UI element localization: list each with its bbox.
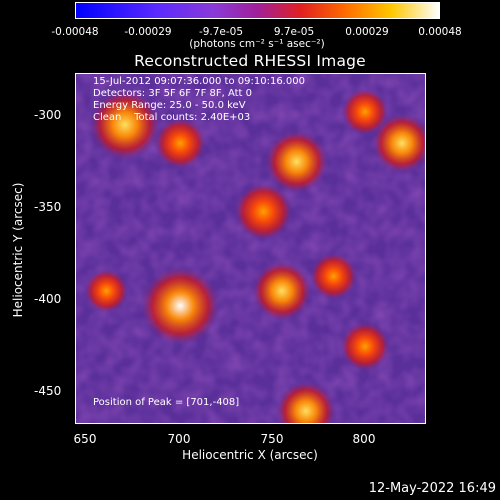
heatmap-source (309, 252, 358, 300)
y-tick-label: -450 (34, 384, 62, 398)
plot-frame (75, 73, 426, 424)
y-axis-label: Heliocentric Y (arcsec) (11, 182, 25, 318)
heatmap-source (251, 260, 313, 322)
colorbar-tick: 0.00048 (418, 26, 462, 38)
timestamp: 12-May-2022 16:49 (368, 481, 496, 496)
y-tick-label: -400 (34, 292, 62, 306)
plot-title: Reconstructed RHESSI Image (134, 52, 366, 70)
colorbar-tick: 0.00029 (345, 26, 389, 38)
heatmap-source (154, 117, 207, 170)
colorbar-tick: -0.00029 (124, 26, 172, 38)
heatmap-source (340, 321, 390, 372)
x-tick-label: 700 (167, 432, 191, 446)
annotation-time-range: 15-Jul-2012 09:07:36.000 to 09:10:16.000 (93, 76, 305, 87)
y-tick-label: -350 (34, 200, 62, 214)
heatmap-source (264, 129, 329, 194)
heatmap-source (234, 182, 293, 241)
x-axis-label: Heliocentric X (arcsec) (182, 448, 318, 462)
heatmap-source (84, 268, 129, 314)
heatmap-source (89, 89, 161, 161)
peak-position-label: Position of Peak = [701,-408] (93, 397, 240, 408)
colorbar-unit-label: (photons cm⁻² s⁻¹ asec⁻²) (189, 38, 325, 50)
colorbar-tick: -0.00048 (51, 26, 99, 38)
y-tick-label: -300 (34, 108, 62, 122)
heatmap-image (75, 73, 426, 424)
heatmap-source (140, 265, 221, 346)
x-tick-label: 750 (260, 432, 284, 446)
heatmap-source (371, 112, 426, 174)
colorbar-tick: -9.7e-05 (198, 26, 244, 38)
heatmap-source (275, 380, 337, 424)
heatmap-source (341, 88, 389, 136)
annotation-clean-counts: Clean Total counts: 2.40E+03 (93, 112, 251, 123)
colorbar (75, 2, 440, 19)
annotation-detectors: Detectors: 3F 5F 6F 7F 8F, Att 0 (93, 88, 253, 99)
colorbar-gradient (76, 3, 439, 18)
annotation-energy-range: Energy Range: 25.0 - 50.0 keV (93, 100, 246, 111)
colorbar-tick: 9.7e-05 (273, 26, 315, 38)
x-tick-label: 650 (73, 432, 97, 446)
x-tick-label: 800 (352, 432, 376, 446)
